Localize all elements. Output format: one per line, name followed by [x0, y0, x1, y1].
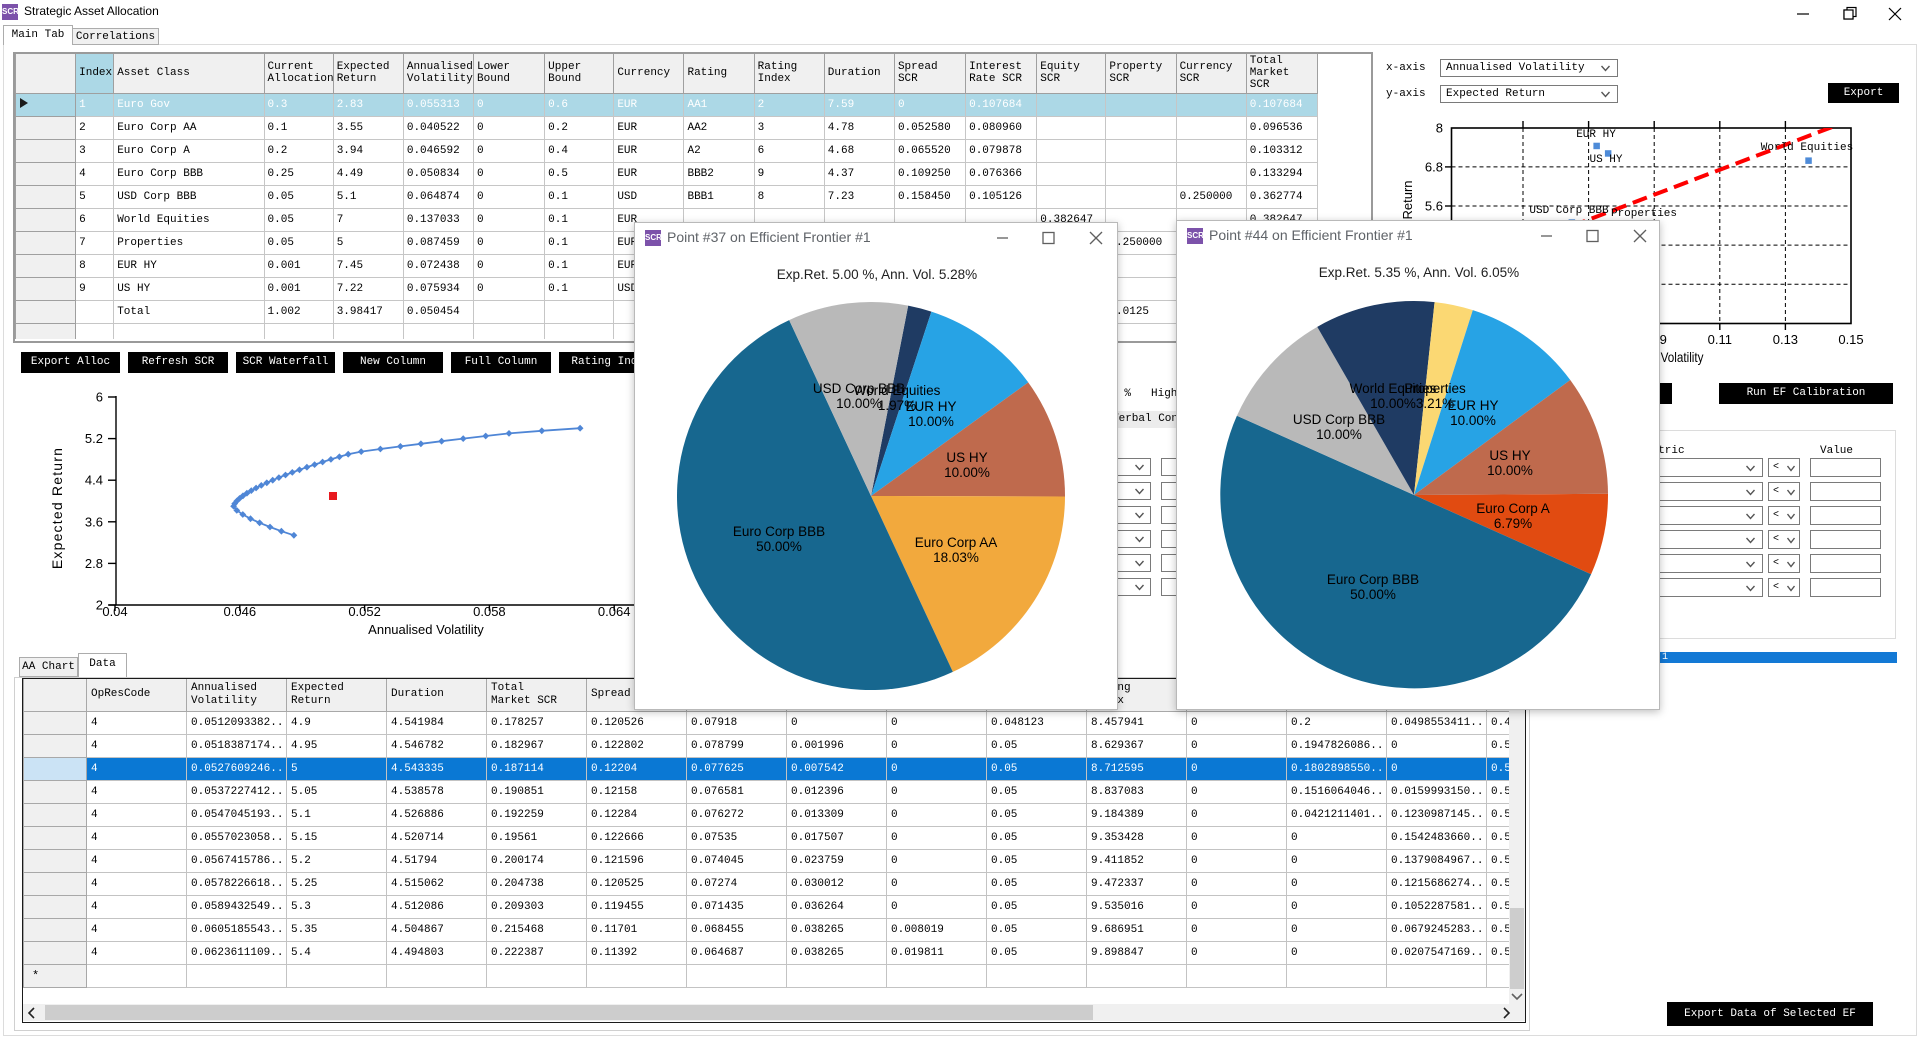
svg-text:2: 2	[96, 598, 103, 613]
svg-text:0.13: 0.13	[1773, 332, 1798, 347]
svg-text:0.04: 0.04	[102, 604, 127, 619]
svg-text:6: 6	[96, 390, 103, 405]
svg-text:0.058: 0.058	[473, 604, 506, 619]
svg-text:5.6: 5.6	[1425, 199, 1443, 214]
svg-text:Expected Return: Expected Return	[49, 447, 65, 569]
svg-text:0.052: 0.052	[348, 604, 381, 619]
svg-text:0.064: 0.064	[598, 604, 631, 619]
svg-text:2.8: 2.8	[85, 556, 103, 571]
svg-text:8: 8	[1436, 121, 1443, 136]
svg-text:3.6: 3.6	[85, 514, 103, 529]
svg-text:Annualised Volatility: Annualised Volatility	[368, 622, 484, 637]
svg-text:4.4: 4.4	[85, 473, 103, 488]
svg-text:0.11: 0.11	[1708, 332, 1732, 347]
svg-text:0.046: 0.046	[224, 604, 257, 619]
svg-text:0.15: 0.15	[1838, 332, 1863, 347]
svg-text:6.8: 6.8	[1425, 159, 1443, 174]
svg-text:Return: Return	[1400, 180, 1415, 219]
svg-text:5.2: 5.2	[85, 431, 103, 446]
